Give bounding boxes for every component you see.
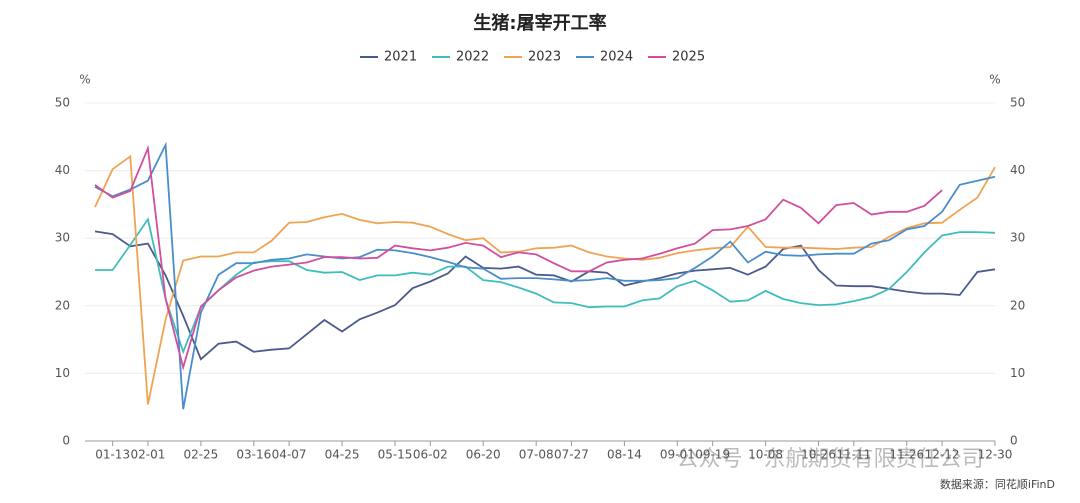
y2-tick-label: 20 bbox=[1010, 298, 1025, 312]
legend-label: 2022 bbox=[456, 50, 489, 65]
y-tick-label: 30 bbox=[55, 231, 70, 245]
x-tick-label: 03-16 bbox=[236, 448, 271, 462]
y2-unit: % bbox=[989, 73, 1000, 87]
chart-title: 生猪:屠宰开工率 bbox=[473, 12, 606, 34]
y-unit: % bbox=[79, 73, 90, 87]
x-tick-label: 12-30 bbox=[978, 448, 1013, 462]
x-tick-label: 07-08 bbox=[519, 448, 554, 462]
x-tick-label: 11-11 bbox=[836, 448, 871, 462]
series-line bbox=[95, 217, 996, 355]
y-tick-label: 0 bbox=[62, 434, 70, 448]
source: 数据来源：同花顺iFinD bbox=[940, 477, 1055, 491]
legend-label: 2024 bbox=[600, 50, 633, 65]
x-tick-label: 09-01 bbox=[660, 448, 695, 462]
x-tick-label: 09-19 bbox=[695, 448, 730, 462]
y2-tick-label: 0 bbox=[1010, 434, 1018, 448]
legend-label: 2021 bbox=[384, 50, 417, 65]
y-tick-label: 50 bbox=[55, 96, 70, 110]
series-line bbox=[94, 154, 996, 405]
y-tick-label: 40 bbox=[55, 163, 70, 177]
x-tick-label: 12-12 bbox=[925, 448, 960, 462]
legend-label: 2025 bbox=[672, 50, 705, 65]
x-tick-label: 10-08 bbox=[748, 448, 783, 462]
x-tick-label: 04-07 bbox=[272, 448, 307, 462]
x-tick-label: 08-14 bbox=[607, 448, 642, 462]
x-tick-label: 06-02 bbox=[413, 448, 448, 462]
series-line bbox=[94, 141, 996, 410]
x-tick-label: 01-13 bbox=[95, 448, 130, 462]
x-tick-label: 11-26 bbox=[889, 448, 924, 462]
x-tick-label: 07-27 bbox=[554, 448, 589, 462]
x-tick-label: 05-15 bbox=[378, 448, 413, 462]
x-tick-label: 02-25 bbox=[183, 448, 218, 462]
y2-tick-label: 50 bbox=[1010, 96, 1025, 110]
series-line bbox=[94, 230, 996, 361]
legend-label: 2023 bbox=[528, 50, 561, 65]
y2-tick-label: 10 bbox=[1010, 366, 1025, 380]
x-tick-label: 04-25 bbox=[325, 448, 360, 462]
y-tick-label: 10 bbox=[55, 366, 70, 380]
x-tick-label: 02-01 bbox=[131, 448, 166, 462]
y2-tick-label: 30 bbox=[1010, 231, 1025, 245]
y-tick-label: 20 bbox=[55, 298, 70, 312]
x-tick-label: 06-20 bbox=[466, 448, 501, 462]
x-tick-label: 10-26 bbox=[801, 448, 836, 462]
series-line bbox=[94, 144, 943, 371]
y2-tick-label: 40 bbox=[1010, 163, 1025, 177]
watermark: 公众号 · 东航期货有限责任公司 bbox=[677, 447, 984, 472]
